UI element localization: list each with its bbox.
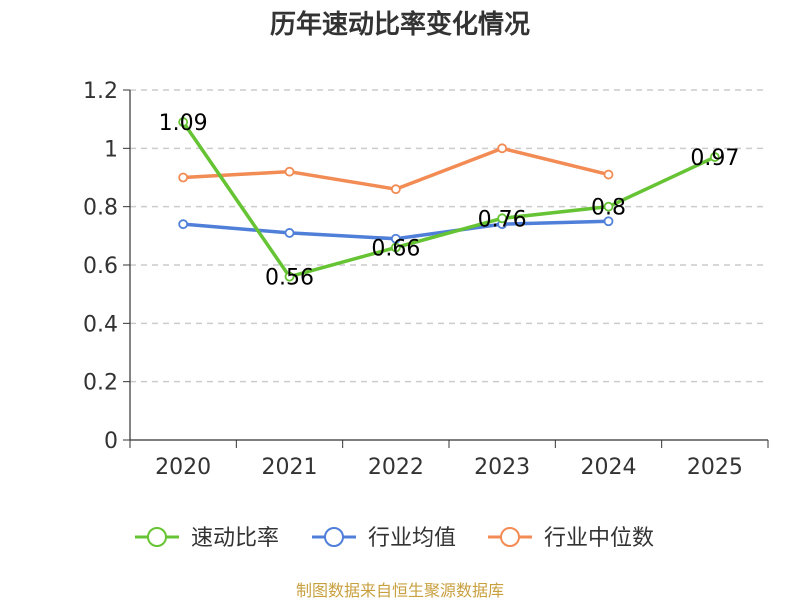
- legend-marker: [147, 527, 167, 547]
- data-label: 1.09: [159, 111, 208, 136]
- data-label: 0.56: [265, 266, 314, 291]
- chart-title: 历年速动比率变化情况: [270, 9, 530, 40]
- data-point: [284, 166, 295, 177]
- data-label: 0.76: [478, 207, 527, 232]
- data-point: [497, 213, 508, 224]
- data-point: [390, 242, 401, 253]
- data-label: 0.97: [690, 146, 739, 171]
- y-tick-label: 0: [104, 429, 118, 454]
- data-labels: 1.09 0.56 0.66 0.76 0.8 0.97: [159, 111, 740, 291]
- y-tick-label: 0.6: [83, 254, 118, 279]
- legend-label: 行业均值: [368, 526, 456, 551]
- x-tick-label: 2021: [262, 455, 318, 480]
- data-point: [709, 152, 720, 162]
- x-tick-label: 2022: [368, 455, 424, 480]
- legend-label: 速动比率: [191, 526, 279, 551]
- y-tick-label: 1.2: [83, 79, 118, 104]
- x-tick-label: 2024: [581, 455, 637, 480]
- data-point: [284, 271, 295, 282]
- data-point: [390, 184, 401, 195]
- y-tick-label: 0.8: [83, 196, 118, 221]
- series-line-0: [181, 121, 716, 279]
- y-tick-label: 1: [104, 137, 118, 162]
- x-tick-label: 2020: [155, 455, 211, 480]
- legend-marker: [500, 527, 520, 547]
- y-tick-label: 0.2: [83, 371, 118, 396]
- data-label: 0.8: [591, 196, 626, 221]
- data-point: [178, 172, 189, 183]
- x-tick-label: 2023: [474, 455, 530, 480]
- legend: 速动比率 行业均值 行业中位数: [135, 526, 654, 551]
- x-tick-label: 2025: [687, 455, 743, 480]
- series-layer: [178, 117, 720, 282]
- series-line-2: [183, 146, 609, 191]
- data-point: [178, 219, 189, 230]
- data-point: [284, 228, 295, 238]
- axes: 0 0.2 0.4 0.6 0.8 1 1.2 2020 2021 2022 2023 2024 202…: [83, 79, 769, 480]
- data-point: [497, 143, 508, 154]
- grid: [130, 89, 768, 383]
- source-note: 制图数据来自恒生聚源数据库: [296, 581, 504, 600]
- legend-label: 行业中位数: [544, 526, 654, 551]
- data-point: [603, 201, 614, 212]
- data-label: 0.66: [371, 237, 420, 262]
- y-tick-label: 0.4: [83, 312, 118, 337]
- data-point: [178, 117, 189, 127]
- legend-marker: [324, 527, 344, 547]
- data-point: [603, 216, 614, 227]
- data-point: [603, 169, 614, 180]
